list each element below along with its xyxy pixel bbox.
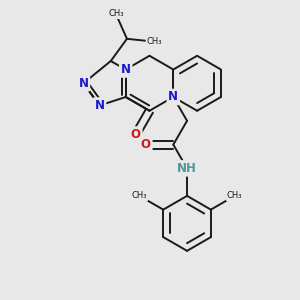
Text: N: N <box>121 63 131 76</box>
Text: O: O <box>141 138 151 151</box>
Text: NH: NH <box>177 162 197 175</box>
Text: N: N <box>78 77 88 90</box>
Text: O: O <box>131 128 141 141</box>
Text: CH₃: CH₃ <box>146 37 162 46</box>
Text: CH₃: CH₃ <box>227 191 242 200</box>
Text: CH₃: CH₃ <box>132 191 147 200</box>
Text: N: N <box>94 99 105 112</box>
Text: CH₃: CH₃ <box>108 9 124 18</box>
Text: N: N <box>168 91 178 103</box>
